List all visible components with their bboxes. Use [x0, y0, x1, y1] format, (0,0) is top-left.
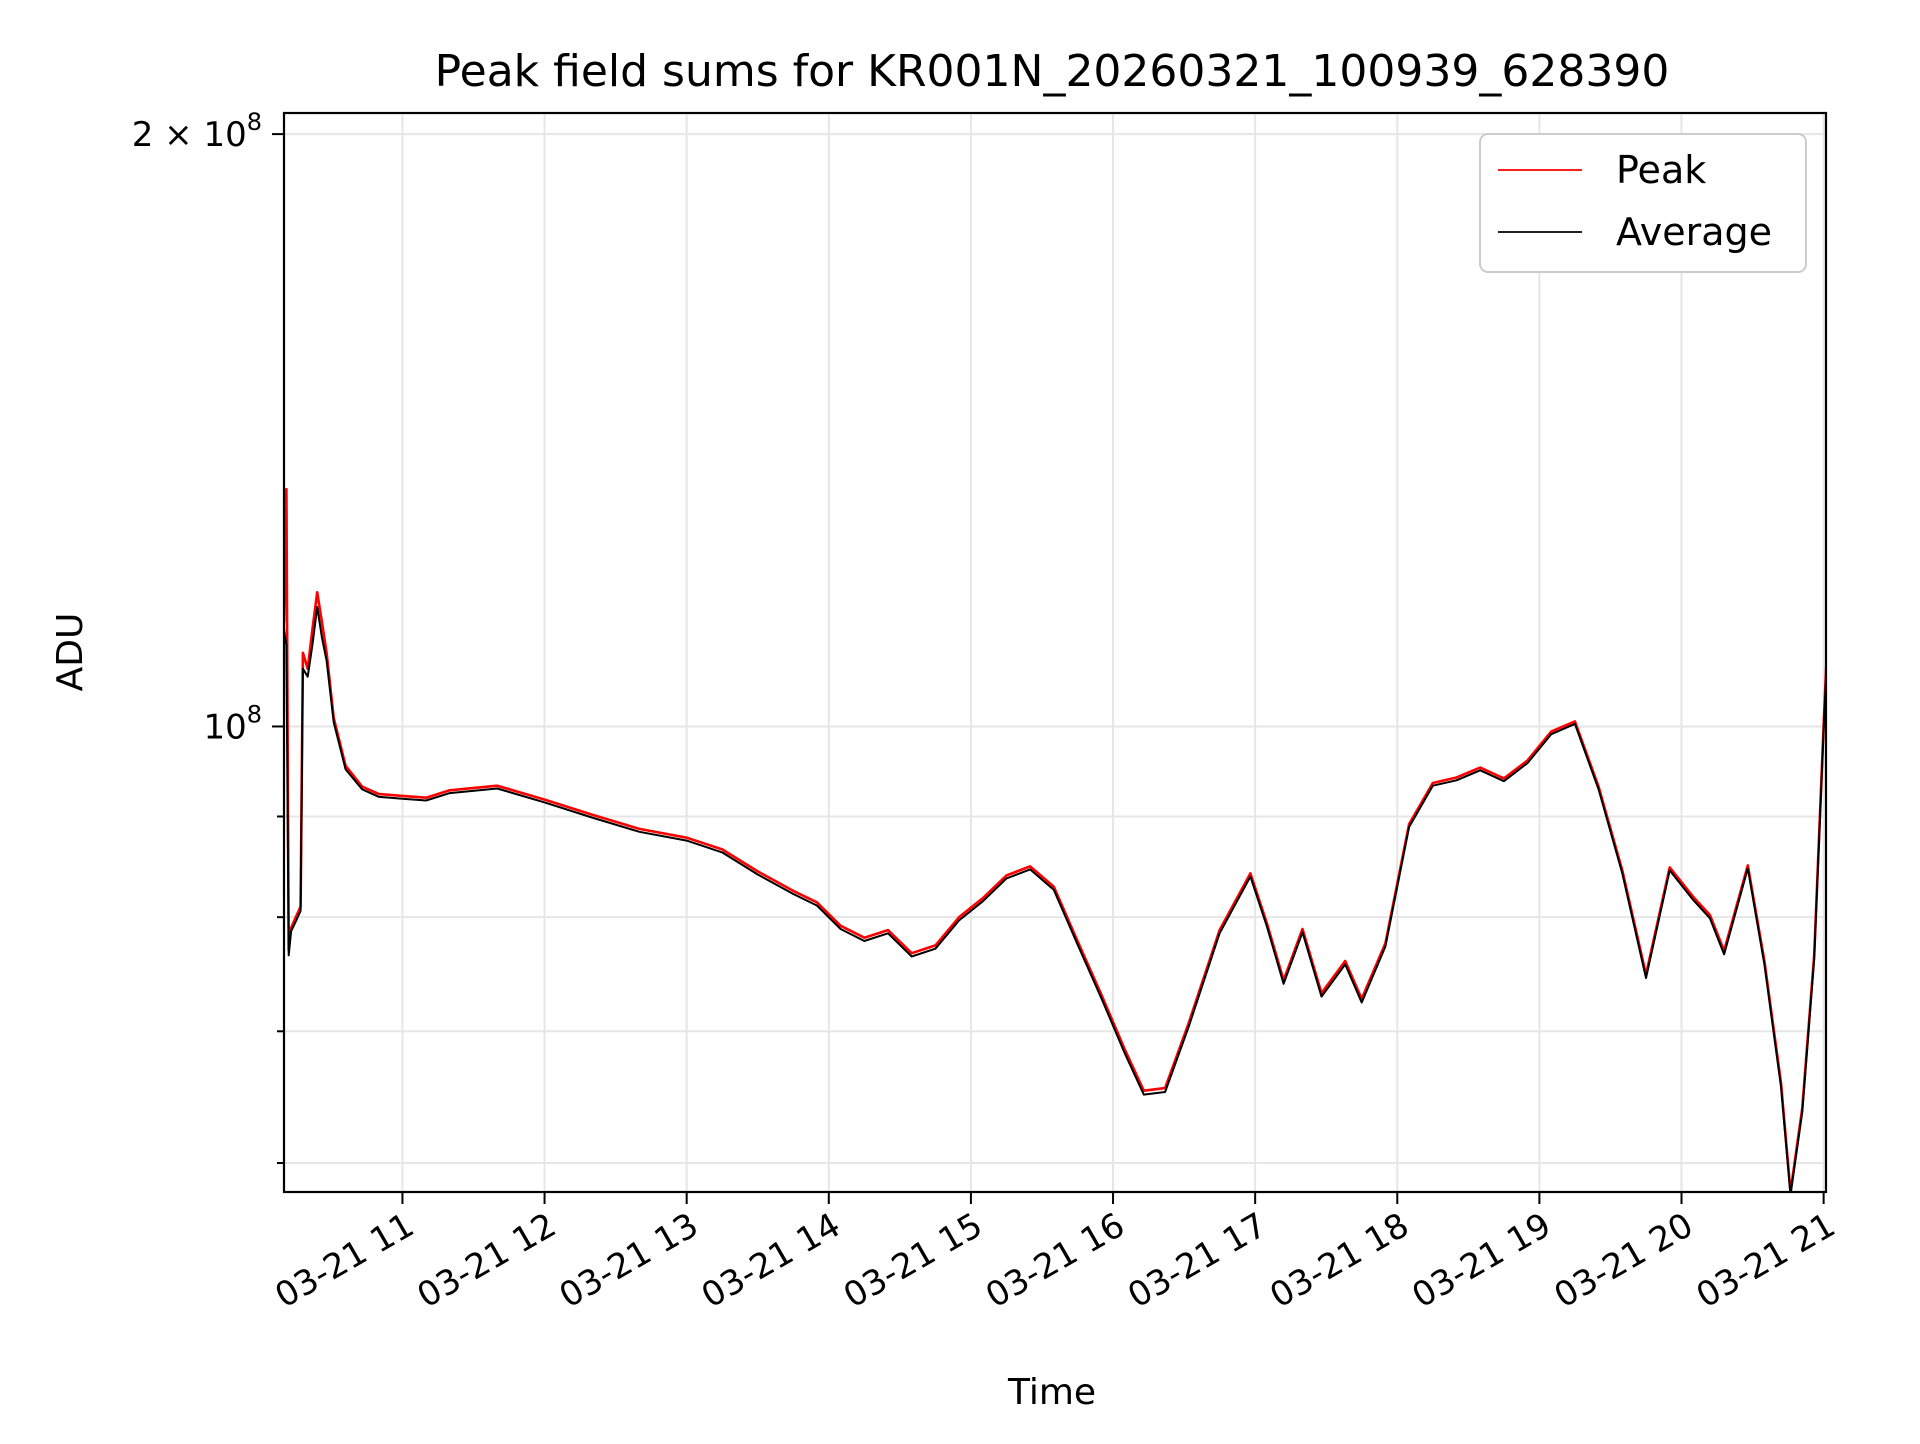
legend-label-average: Average [1616, 210, 1772, 254]
grid [284, 113, 1826, 1192]
x-axis-label: Time [1007, 1372, 1096, 1413]
legend-box [1479, 133, 1807, 273]
chart-title: Peak field sums for KR001N_20260321_1009… [435, 46, 1670, 97]
legend: Peak Average [1479, 133, 1807, 273]
series-line-peak [284, 487, 1826, 1192]
y-axis-label: ADU [50, 613, 91, 692]
legend-label-peak: Peak [1616, 148, 1706, 192]
y-tick-label: 2 × 108 [132, 108, 262, 155]
series-line-average [284, 606, 1826, 1192]
series-lines [284, 487, 1826, 1192]
y-tick-label: 108 [203, 700, 262, 747]
plot-frame [282, 111, 1828, 1194]
